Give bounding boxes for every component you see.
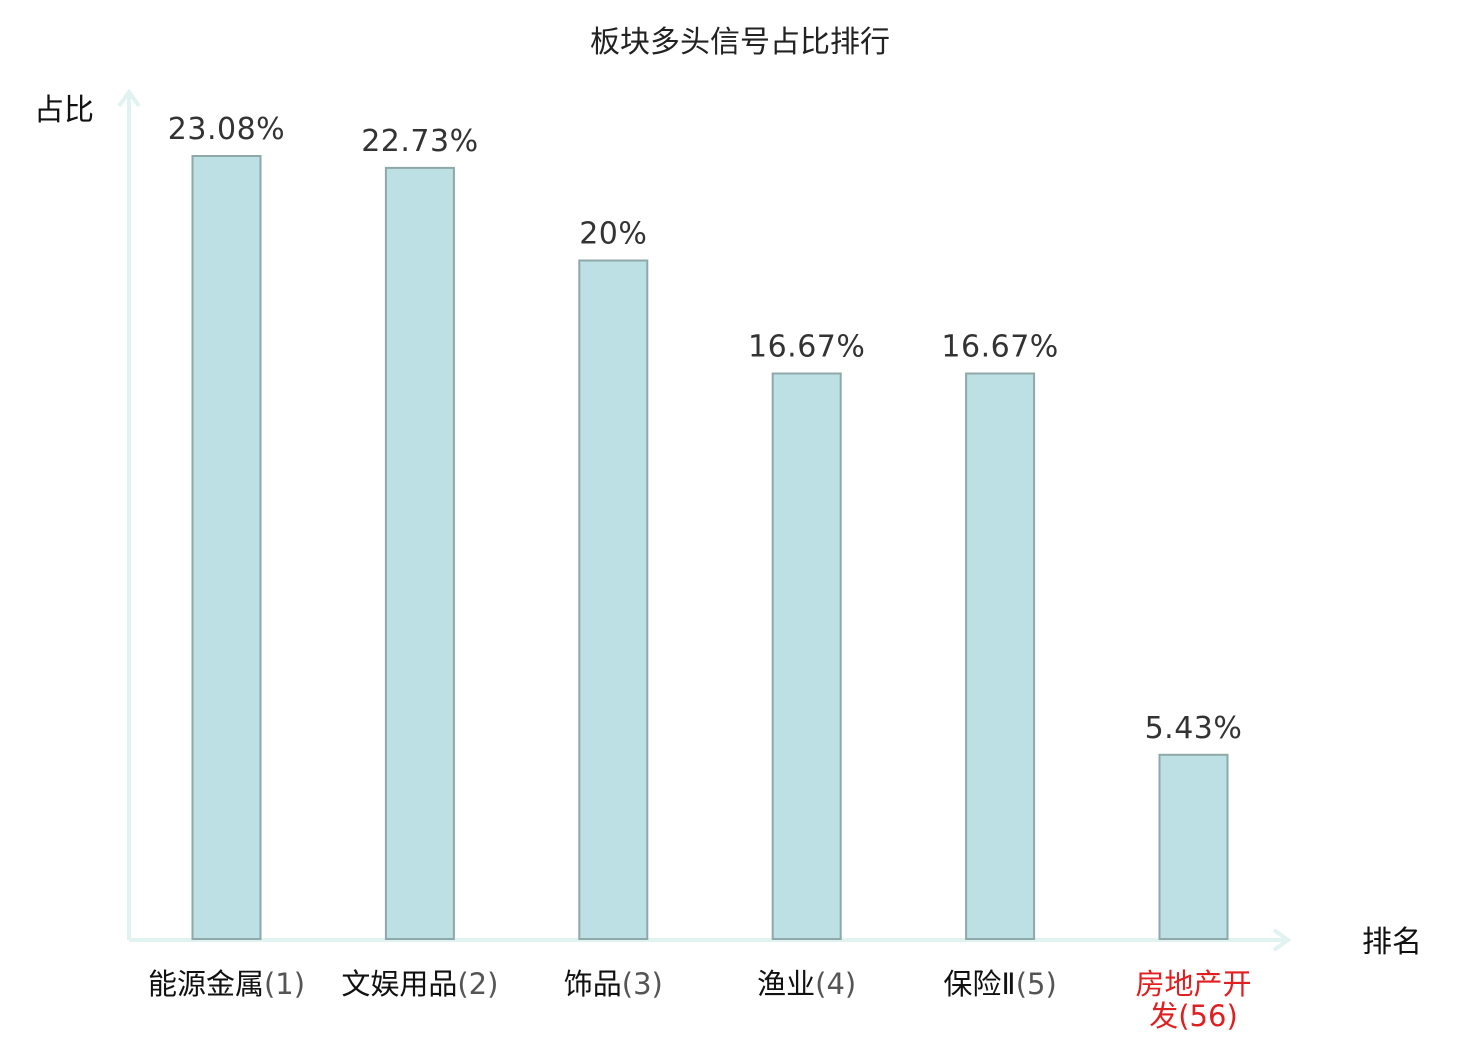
x-axis-title: 排名 [1362,925,1422,960]
bar-4 [771,372,842,940]
y-axis-title: 占比 [34,93,94,128]
category-label-4: 渔业(4) [757,967,856,1001]
category-labels-layer: 能源金属(1) 文娱用品(2) 饰品(3) 渔业(4) 保险Ⅱ(5) 房地产开发(56) [148,967,1252,1033]
x-axis-arrow [1272,928,1292,952]
bar-2 [384,166,455,940]
chart-title: 板块多头信号占比排行 [590,25,890,60]
bar-6 [1158,753,1229,940]
category-label-5: 保险Ⅱ(5) [943,967,1056,1001]
bar-1 [191,155,262,940]
bars-layer [191,155,1229,940]
category-label-1: 能源金属(1) [148,967,305,1001]
category-label-3: 饰品(3) [564,967,663,1001]
bar-value-label-3: 20% [579,217,647,252]
bar-value-label-4: 16.67% [748,330,865,365]
y-axis-arrow [117,88,141,108]
bar-value-label-5: 16.67% [941,330,1058,365]
bar-5 [965,372,1036,940]
value-labels-layer: 23.08% 22.73% 20% 16.67% 16.67% 5.43% [168,112,1243,746]
bar-value-label-1: 23.08% [168,112,285,147]
bar-3 [578,259,649,940]
bar-value-label-6: 5.43% [1145,711,1243,746]
category-label-2: 文娱用品(2) [341,967,498,1001]
bar-value-label-2: 22.73% [361,124,478,159]
category-label-6: 房地产开发(56) [1135,967,1251,1033]
